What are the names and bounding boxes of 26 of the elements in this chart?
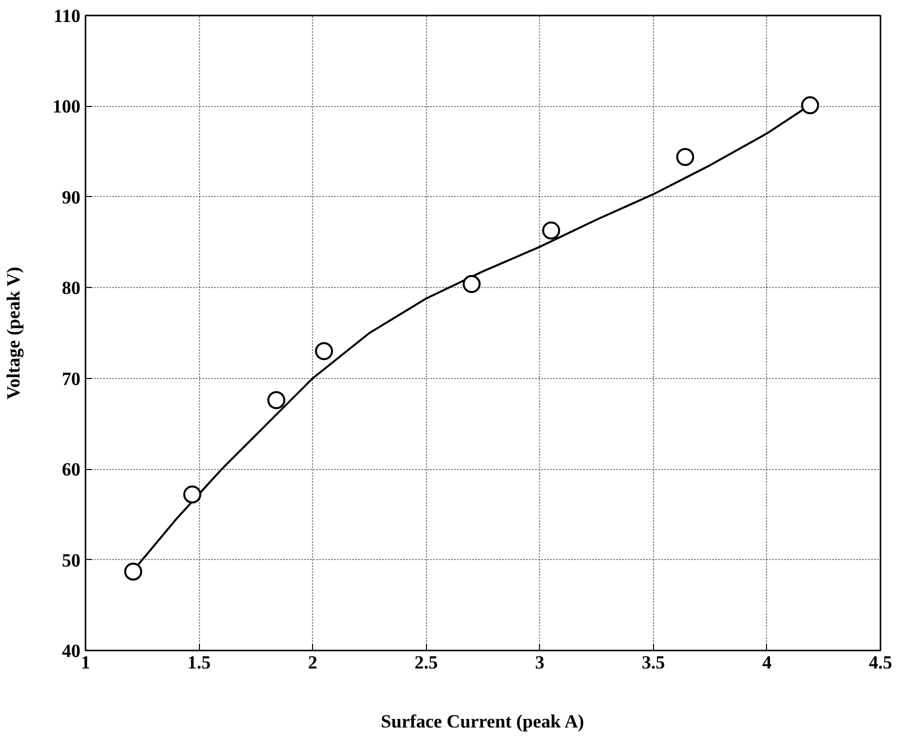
x-tick-label: 3 — [535, 652, 544, 674]
y-tick-label: 110 — [54, 6, 81, 27]
x-tick-label: 2 — [308, 652, 318, 674]
y-axis-title: Voltage (peak V) — [4, 266, 25, 400]
point — [801, 96, 820, 114]
y-tick-label: 70 — [62, 368, 80, 390]
y-tick-label: 50 — [62, 550, 80, 572]
point — [315, 342, 333, 360]
point — [267, 391, 286, 410]
x-tick-label: 2.5 — [414, 652, 438, 674]
y-tick-label: 60 — [62, 460, 80, 481]
x-axis-title: Surface Current (peak A) — [380, 712, 584, 732]
x-tick-label: 4 — [762, 652, 772, 674]
y-tick-label: 100 — [52, 96, 80, 118]
point — [676, 148, 694, 166]
y-tick-label: 40 — [62, 641, 80, 662]
point — [462, 275, 481, 293]
y-tick-label: 90 — [62, 187, 80, 208]
x-tick-label: 1.5 — [187, 652, 211, 674]
x-tick-label: 4.5 — [868, 652, 892, 674]
x-tick-label: 1 — [80, 652, 90, 674]
y-tick-label: 80 — [62, 278, 80, 300]
point — [183, 485, 202, 504]
point — [124, 562, 142, 581]
x-tick-label: 3.5 — [642, 652, 666, 674]
point — [542, 222, 560, 240]
